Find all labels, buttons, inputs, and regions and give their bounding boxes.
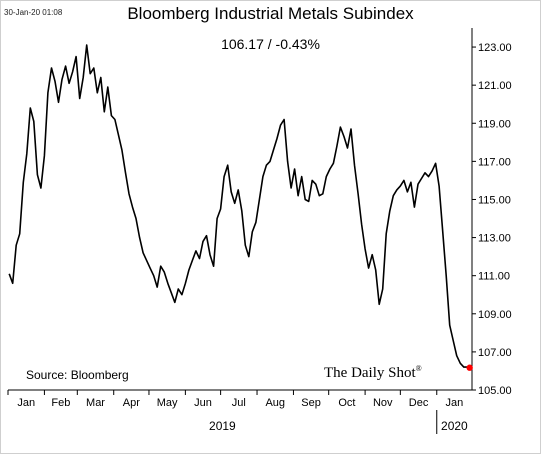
last-value-readout: 106.17 / -0.43% [221,36,320,52]
y-tick-label: 119.00 [478,118,511,130]
y-tick-label: 121.00 [478,80,512,92]
x-tick-label: Jan [446,397,464,409]
x-tick-label: Jan [17,397,35,409]
year-label: 2020 [441,419,468,433]
x-tick-label: Sep [301,397,321,409]
x-tick-label: Nov [373,397,393,409]
x-tick-label: May [157,397,178,409]
y-tick-label: 113.00 [478,233,511,245]
x-tick-label: Apr [123,397,140,409]
y-tick-label: 123.00 [478,42,512,54]
x-tick-label: Jul [232,397,246,409]
y-tick-label: 111.00 [478,271,510,283]
y-tick-label: 109.00 [478,309,512,321]
x-tick-label: Aug [265,397,285,409]
last-point-marker [466,364,473,371]
y-tick-label: 107.00 [478,347,512,359]
y-tick-label: 105.00 [478,385,512,397]
x-tick-label: Dec [409,397,429,409]
x-tick-label: Feb [51,397,70,409]
chart-title: Bloomberg Industrial Metals Subindex [127,4,414,23]
timestamp: 30-Jan-20 01:08 [4,8,63,17]
x-tick-label: Oct [338,397,355,409]
source-note: Source: Bloomberg [26,368,129,382]
x-tick-label: Mar [86,397,105,409]
series-line [8,44,470,369]
x-tick-label: Jun [194,397,212,409]
brand-logo: The Daily Shot® [324,364,422,381]
y-tick-label: 115.00 [478,194,511,206]
year-label: 2019 [209,419,236,433]
y-tick-label: 117.00 [478,156,511,168]
